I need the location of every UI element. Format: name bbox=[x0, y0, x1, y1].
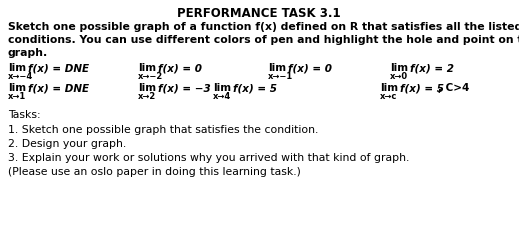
Text: f(x) = −3: f(x) = −3 bbox=[158, 83, 211, 93]
Text: 1. Sketch one possible graph that satisfies the condition.: 1. Sketch one possible graph that satisf… bbox=[8, 125, 318, 135]
Text: f(x) = 0: f(x) = 0 bbox=[288, 63, 332, 73]
Text: lim: lim bbox=[8, 83, 26, 93]
Text: PERFORMANCE TASK 3.1: PERFORMANCE TASK 3.1 bbox=[177, 7, 341, 20]
Text: 2. Design your graph.: 2. Design your graph. bbox=[8, 139, 126, 149]
Text: f(x) = 2: f(x) = 2 bbox=[410, 63, 454, 73]
Text: Tasks:: Tasks: bbox=[8, 110, 40, 120]
Text: f(x) = DNE: f(x) = DNE bbox=[28, 63, 89, 73]
Text: lim: lim bbox=[138, 83, 156, 93]
Text: f(x) = 0: f(x) = 0 bbox=[158, 63, 202, 73]
Text: lim: lim bbox=[8, 63, 26, 73]
Text: x→4: x→4 bbox=[213, 92, 231, 101]
Text: x→−4: x→−4 bbox=[8, 72, 33, 81]
Text: graph.: graph. bbox=[8, 48, 48, 58]
Text: lim: lim bbox=[213, 83, 231, 93]
Text: 3. Explain your work or solutions why you arrived with that kind of graph.: 3. Explain your work or solutions why yo… bbox=[8, 153, 409, 163]
Text: x→2: x→2 bbox=[138, 92, 156, 101]
Text: f(x) = DNE: f(x) = DNE bbox=[28, 83, 89, 93]
Text: Sketch one possible graph of a function f(x) defined on R that satisfies all the: Sketch one possible graph of a function … bbox=[8, 22, 519, 32]
Text: f(x) = 5: f(x) = 5 bbox=[400, 83, 444, 93]
Text: x→−1: x→−1 bbox=[268, 72, 293, 81]
Text: x→−2: x→−2 bbox=[138, 72, 163, 81]
Text: x→c: x→c bbox=[380, 92, 398, 101]
Text: x→0: x→0 bbox=[390, 72, 408, 81]
Text: lim: lim bbox=[380, 83, 398, 93]
Text: f(x) = 5: f(x) = 5 bbox=[233, 83, 277, 93]
Text: conditions. You can use different colors of pen and highlight the hole and point: conditions. You can use different colors… bbox=[8, 35, 519, 45]
Text: (Please use an oslo paper in doing this learning task.): (Please use an oslo paper in doing this … bbox=[8, 167, 301, 177]
Text: lim: lim bbox=[268, 63, 286, 73]
Text: , C>4: , C>4 bbox=[438, 83, 469, 93]
Text: lim: lim bbox=[390, 63, 408, 73]
Text: x→1: x→1 bbox=[8, 92, 26, 101]
Text: lim: lim bbox=[138, 63, 156, 73]
